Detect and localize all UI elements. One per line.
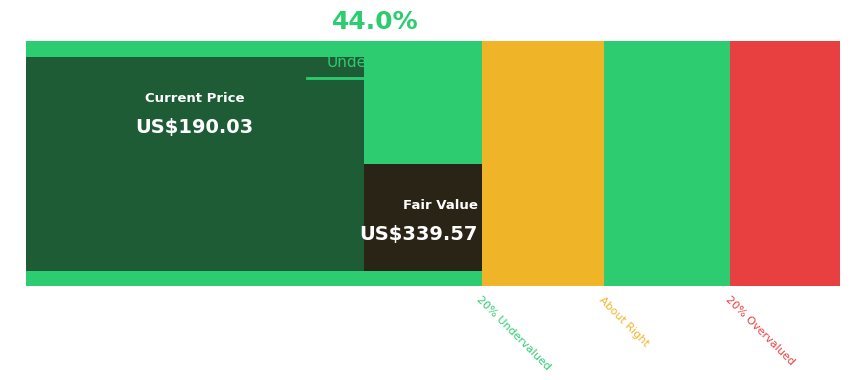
Bar bbox=[729, 41, 839, 286]
Bar bbox=[26, 164, 481, 271]
Bar bbox=[481, 41, 603, 286]
Text: US$339.57: US$339.57 bbox=[359, 225, 477, 244]
Text: 20% Overvalued: 20% Overvalued bbox=[722, 295, 795, 367]
Text: Fair Value: Fair Value bbox=[402, 199, 477, 212]
Text: 20% Undervalued: 20% Undervalued bbox=[475, 295, 552, 372]
Bar bbox=[26, 57, 363, 164]
Text: Current Price: Current Price bbox=[145, 92, 244, 105]
Text: US$190.03: US$190.03 bbox=[135, 118, 253, 137]
Text: Undervalued: Undervalued bbox=[326, 55, 423, 70]
Bar bbox=[26, 41, 839, 286]
Bar bbox=[363, 164, 481, 271]
Text: About Right: About Right bbox=[596, 295, 650, 348]
Text: 44.0%: 44.0% bbox=[331, 10, 418, 34]
Bar bbox=[603, 41, 608, 286]
